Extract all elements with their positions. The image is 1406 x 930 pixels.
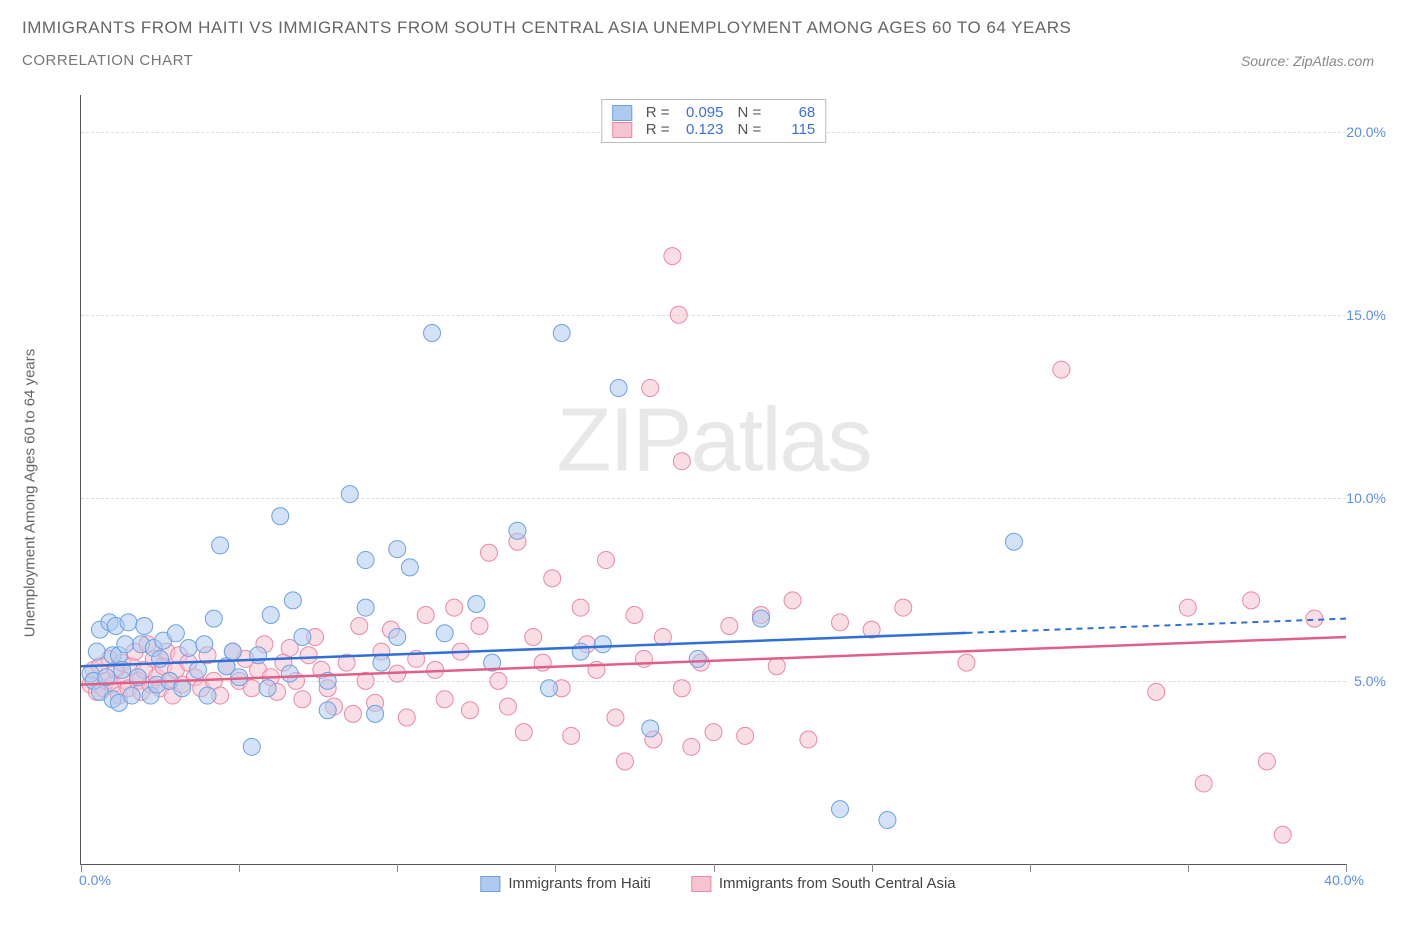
stat-r-value-sca: 0.123 [678, 121, 724, 138]
legend-label-sca: Immigrants from South Central Asia [719, 875, 956, 892]
legend-item-haiti: Immigrants from Haiti [480, 875, 651, 892]
stat-r-label: R = [646, 121, 670, 138]
subtitle-row: CORRELATION CHART Source: ZipAtlas.com [22, 52, 1384, 69]
legend-bottom: Immigrants from Haiti Immigrants from So… [480, 875, 955, 892]
legend-item-sca: Immigrants from South Central Asia [691, 875, 956, 892]
source-label: Source: [1241, 53, 1289, 69]
legend-swatch-haiti [480, 876, 500, 892]
stat-r-value-haiti: 0.095 [678, 104, 724, 121]
scatter-plot-svg [81, 95, 1346, 864]
chart-title: IMMIGRANTS FROM HAITI VS IMMIGRANTS FROM… [22, 18, 1384, 38]
legend-swatch-sca [612, 122, 632, 138]
chart-header: IMMIGRANTS FROM HAITI VS IMMIGRANTS FROM… [0, 0, 1406, 69]
stat-n-value-sca: 115 [769, 121, 815, 138]
legend-stats-row-sca: R = 0.123 N = 115 [612, 121, 816, 138]
legend-stats-box: R = 0.095 N = 68 R = 0.123 N = 115 [601, 99, 827, 143]
legend-swatch-haiti [612, 105, 632, 121]
stat-r-label: R = [646, 104, 670, 121]
chart-subtitle: CORRELATION CHART [22, 52, 193, 69]
x-end-label: 40.0% [1324, 872, 1364, 888]
source-attribution: Source: ZipAtlas.com [1241, 53, 1374, 69]
stat-n-value-haiti: 68 [769, 104, 815, 121]
x-start-label: 0.0% [79, 872, 111, 888]
legend-label-haiti: Immigrants from Haiti [508, 875, 651, 892]
source-value: ZipAtlas.com [1293, 53, 1374, 69]
chart-container: Unemployment Among Ages 60 to 64 years Z… [50, 95, 1386, 890]
stat-n-label: N = [738, 104, 762, 121]
stat-n-label: N = [738, 121, 762, 138]
y-axis-label: Unemployment Among Ages 60 to 64 years [22, 348, 39, 637]
legend-swatch-sca [691, 876, 711, 892]
legend-stats-row-haiti: R = 0.095 N = 68 [612, 104, 816, 121]
plot-area: ZIPatlas 5.0%10.0%15.0%20.0% R = 0.095 N… [80, 95, 1346, 865]
